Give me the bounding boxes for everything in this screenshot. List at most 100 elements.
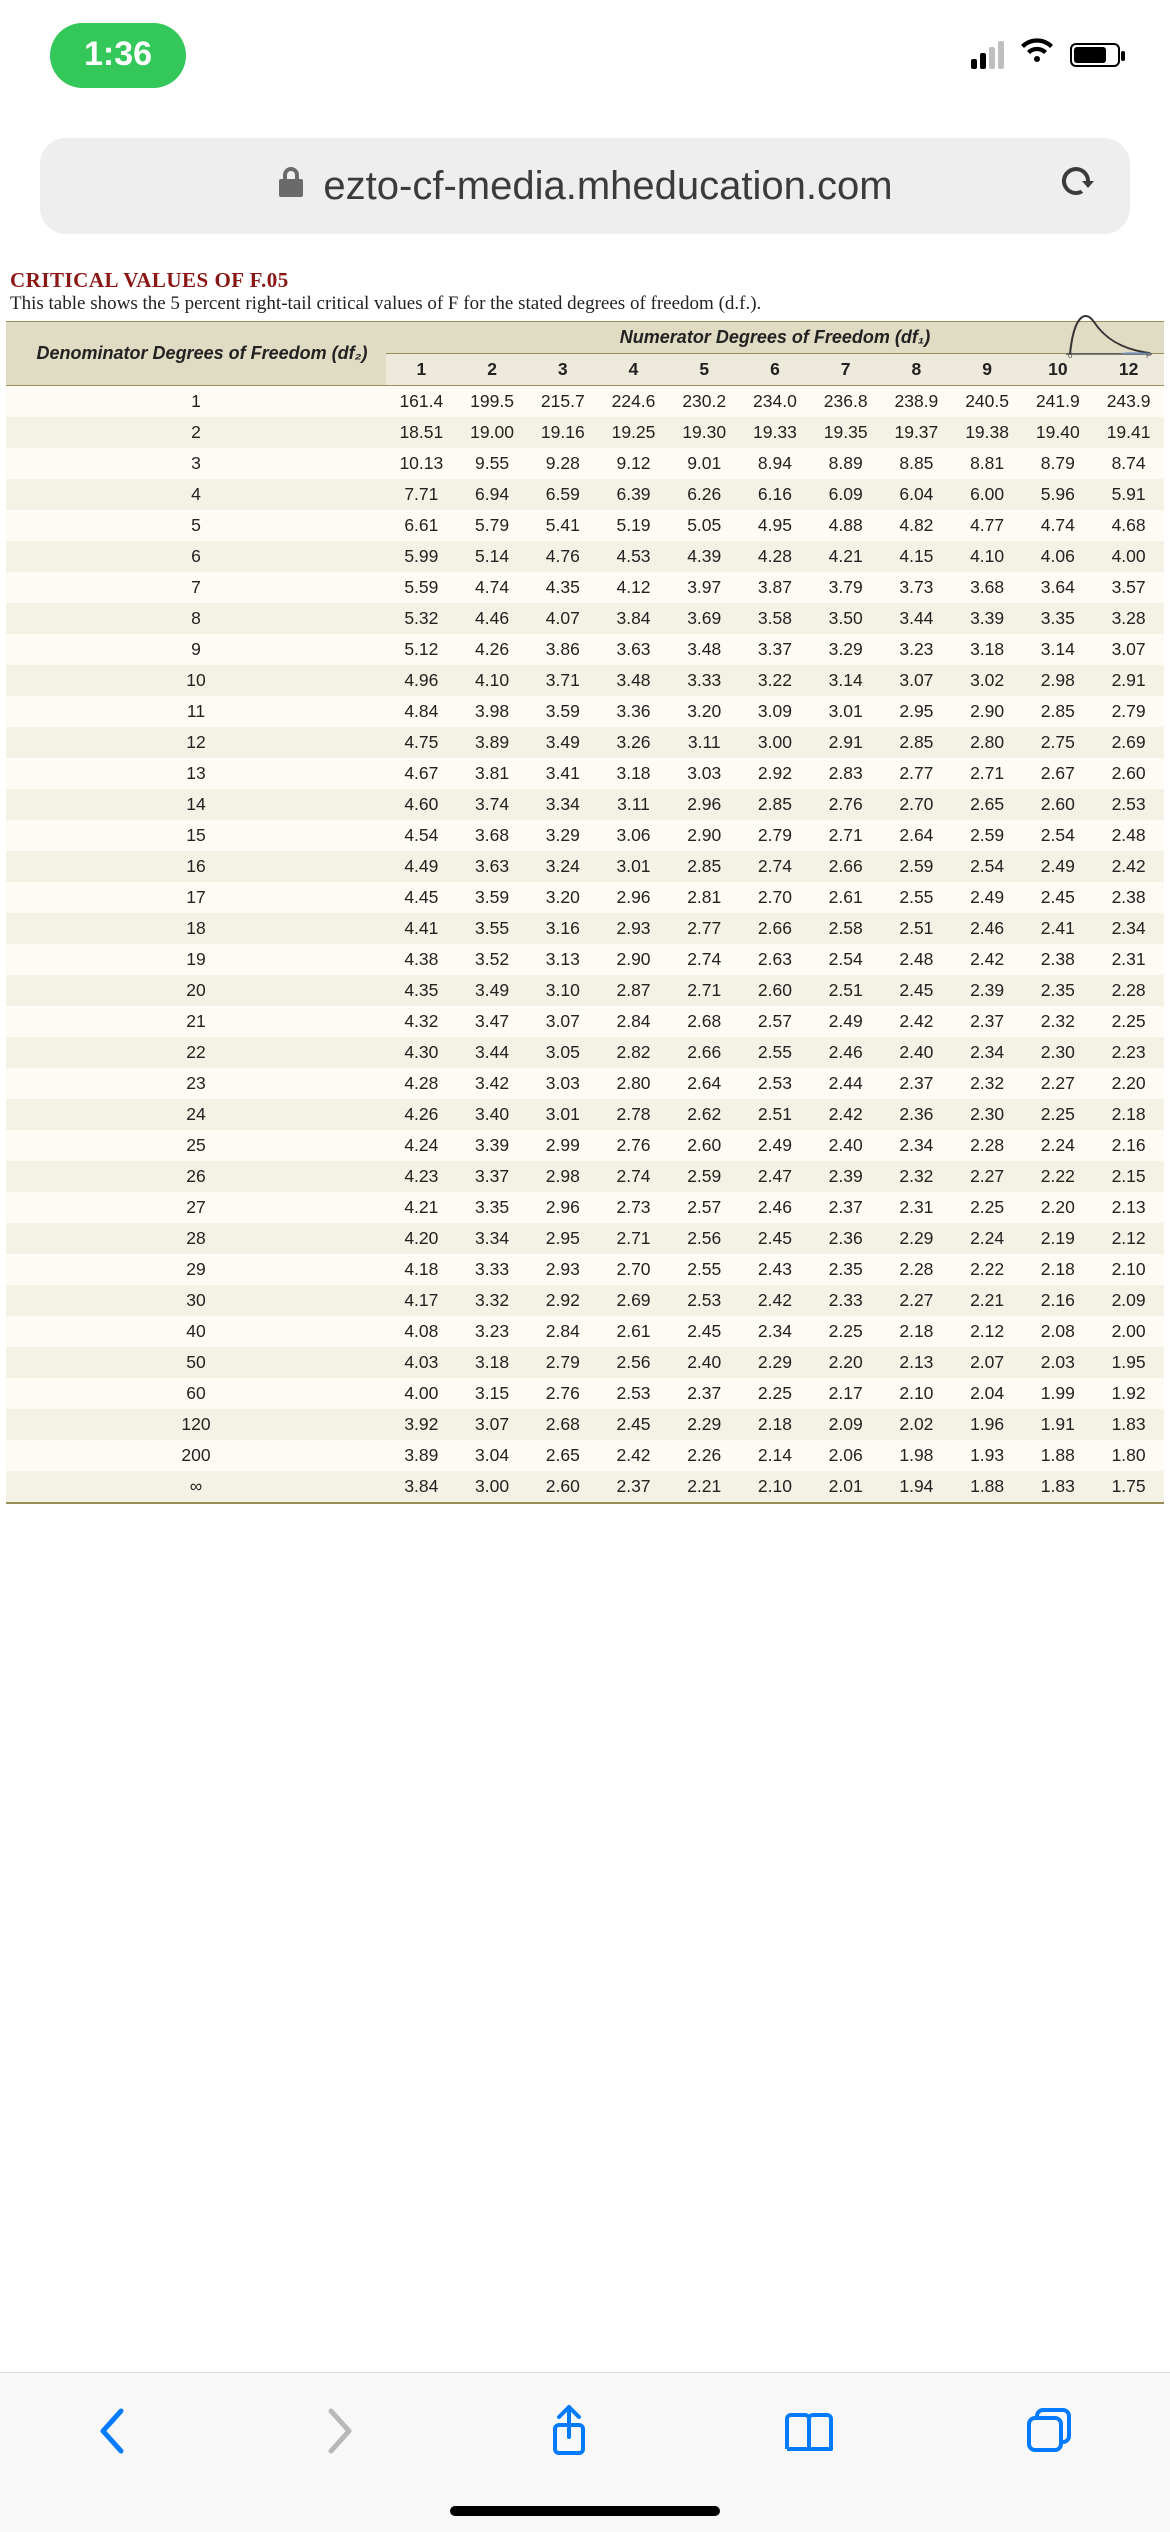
f-value-cell: 1.98 [881,1440,952,1471]
f-value-cell: 3.63 [598,634,669,665]
f-value-cell: 2.36 [881,1099,952,1130]
f-value-cell: 2.20 [1093,1068,1164,1099]
f-value-cell: 3.57 [1093,572,1164,603]
share-button[interactable] [547,2403,591,2472]
f-value-cell: 2.55 [740,1037,811,1068]
df2-label: 200 [6,1440,386,1471]
f-value-cell: 2.22 [1022,1161,1093,1192]
f-value-cell: 3.50 [810,603,881,634]
f-value-cell: 3.03 [527,1068,598,1099]
f-value-cell: 2.48 [1093,820,1164,851]
f-value-cell: 2.01 [810,1471,881,1503]
f-value-cell: 2.20 [1022,1192,1093,1223]
f-value-cell: 4.08 [386,1316,457,1347]
f-value-cell: 2.00 [1093,1316,1164,1347]
f-value-cell: 3.92 [386,1409,457,1440]
f-value-cell: 19.38 [952,417,1023,448]
url-bar[interactable]: ezto-cf-media.mheducation.com [40,138,1130,234]
f-value-cell: 1.96 [952,1409,1023,1440]
f-value-cell: 3.49 [527,727,598,758]
df2-label: 16 [6,851,386,882]
f-value-cell: 2.44 [810,1068,881,1099]
status-bar: 1:36 [0,0,1170,110]
f-value-cell: 3.20 [527,882,598,913]
col-header-9: 9 [952,354,1023,386]
f-value-cell: 2.39 [952,975,1023,1006]
f-value-cell: 2.69 [598,1285,669,1316]
bookmarks-button[interactable] [781,2408,835,2468]
f-value-cell: 2.28 [1093,975,1164,1006]
f-value-cell: 19.40 [1022,417,1093,448]
f-value-cell: 3.37 [740,634,811,665]
col-header-6: 6 [740,354,811,386]
f-value-cell: 1.91 [1022,1409,1093,1440]
f-value-cell: 2.75 [1022,727,1093,758]
f-value-cell: 2.56 [669,1223,740,1254]
f-value-cell: 2.96 [598,882,669,913]
f-value-cell: 2.45 [669,1316,740,1347]
f-value-cell: 8.85 [881,448,952,479]
f-value-cell: 2.79 [740,820,811,851]
f-value-cell: 2.27 [1022,1068,1093,1099]
f-value-cell: 3.98 [457,696,528,727]
f-value-cell: 2.90 [952,696,1023,727]
f-value-cell: 2.45 [598,1409,669,1440]
f-value-cell: 3.87 [740,572,811,603]
f-value-cell: 3.14 [1022,634,1093,665]
page-content[interactable]: CRITICAL VALUES OF F.05 This table shows… [0,264,1170,1504]
status-time: 1:36 [50,23,186,88]
f-value-cell: 8.74 [1093,448,1164,479]
back-button[interactable] [95,2405,131,2470]
f-value-cell: 8.94 [740,448,811,479]
f-value-cell: 3.10 [527,975,598,1006]
table-row: 65.995.144.764.534.394.284.214.154.104.0… [6,541,1164,572]
f-value-cell: 2.57 [740,1006,811,1037]
df2-label: 23 [6,1068,386,1099]
df2-label: 17 [6,882,386,913]
f-value-cell: 3.01 [598,851,669,882]
f-value-cell: 2.70 [598,1254,669,1285]
f-value-cell: 1.83 [1022,1471,1093,1503]
f-value-cell: 1.80 [1093,1440,1164,1471]
f-value-cell: 2.43 [740,1254,811,1285]
f-value-cell: 4.88 [810,510,881,541]
f-value-cell: 2.42 [810,1099,881,1130]
table-row: 56.615.795.415.195.054.954.884.824.774.7… [6,510,1164,541]
reload-icon[interactable] [1056,161,1096,211]
table-row: 214.323.473.072.842.682.572.492.422.372.… [6,1006,1164,1037]
f-value-cell: 2.37 [810,1192,881,1223]
tabs-button[interactable] [1025,2406,1075,2469]
f-value-cell: 2.61 [598,1316,669,1347]
f-value-cell: 3.86 [527,634,598,665]
f-value-cell: 3.02 [952,665,1023,696]
f-value-cell: 4.26 [386,1099,457,1130]
f-value-cell: 3.33 [457,1254,528,1285]
f-value-cell: 3.97 [669,572,740,603]
table-row: 224.303.443.052.822.662.552.462.402.342.… [6,1037,1164,1068]
f-value-cell: 6.94 [457,479,528,510]
f-value-cell: 2.92 [527,1285,598,1316]
table-row: 154.543.683.293.062.902.792.712.642.592.… [6,820,1164,851]
f-value-cell: 4.46 [457,603,528,634]
col-header-7: 7 [810,354,881,386]
col-header-5: 5 [669,354,740,386]
table-row: 604.003.152.762.532.372.252.172.102.041.… [6,1378,1164,1409]
table-row: 274.213.352.962.732.572.462.372.312.252.… [6,1192,1164,1223]
header-row-1: Denominator Degrees of Freedom (df₂) Num… [6,322,1164,354]
f-value-cell: 2.53 [598,1378,669,1409]
f-value-cell: 4.15 [881,541,952,572]
f-value-cell: 10.13 [386,448,457,479]
f-value-cell: 2.10 [881,1378,952,1409]
f-value-cell: 2.42 [881,1006,952,1037]
forward-button [321,2405,357,2470]
f-value-cell: 6.04 [881,479,952,510]
f-value-cell: 2.13 [1093,1192,1164,1223]
f-value-cell: 3.16 [527,913,598,944]
f-value-cell: 2.59 [669,1161,740,1192]
f-value-cell: 2.80 [952,727,1023,758]
table-row: 294.183.332.932.702.552.432.352.282.222.… [6,1254,1164,1285]
f-value-cell: 2.60 [1093,758,1164,789]
f-value-cell: 4.28 [740,541,811,572]
table-row: 95.124.263.863.633.483.373.293.233.183.1… [6,634,1164,665]
f-value-cell: 2.30 [1022,1037,1093,1068]
